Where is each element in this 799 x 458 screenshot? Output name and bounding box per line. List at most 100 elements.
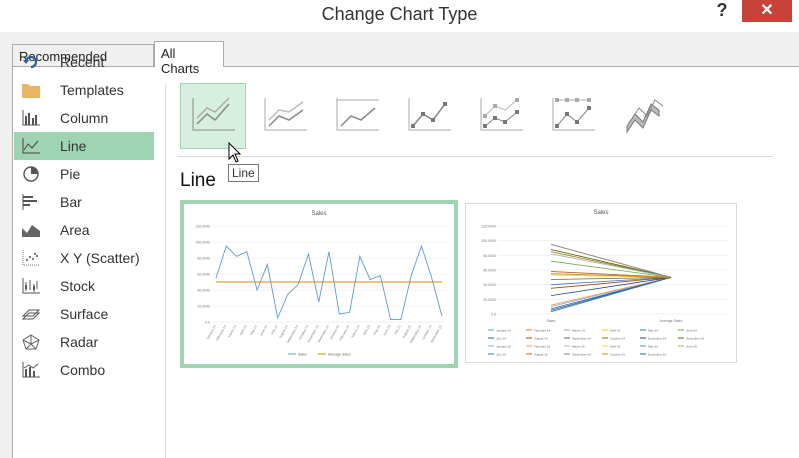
- category-column[interactable]: Column: [14, 104, 154, 132]
- pie-chart-icon: [22, 165, 40, 183]
- title-bar: Change Chart Type ? ✕: [0, 0, 799, 32]
- category-templates[interactable]: Templates: [14, 76, 154, 104]
- category-label: Recent: [60, 54, 105, 70]
- series-line: [550, 276, 672, 306]
- tab-all-charts[interactable]: All Charts: [154, 41, 224, 76]
- legend-label: April-14: [610, 328, 621, 332]
- series-line: [550, 243, 672, 278]
- tooltip: Line: [228, 164, 259, 182]
- series-line: [550, 249, 672, 278]
- category-label: Line: [60, 138, 87, 154]
- subtype-line[interactable]: [180, 83, 246, 149]
- close-button[interactable]: ✕: [742, 0, 792, 22]
- x-tick-label: June-14: [259, 324, 268, 336]
- dialog-title: Change Chart Type: [321, 4, 478, 24]
- category-label: Templates: [60, 82, 124, 98]
- y-tick-label: 120.0000: [195, 225, 210, 229]
- category-label: Column: [60, 110, 109, 126]
- category-label: Radar: [60, 334, 99, 350]
- x-tick-label: October-14: [298, 324, 310, 340]
- subtype-100-stacked-line[interactable]: [324, 83, 390, 149]
- category-scatter[interactable]: X Y (Scatter): [14, 244, 154, 272]
- x-tick-label: January-14: [205, 324, 217, 340]
- stacked-line-subtype-icon: [264, 98, 307, 131]
- legend-label: Average Sales: [328, 353, 351, 357]
- category-area[interactable]: Area: [14, 216, 154, 244]
- category-bar[interactable]: Bar: [14, 188, 154, 216]
- subtype-line-with-markers[interactable]: [396, 83, 462, 149]
- x-tick-label: June-15: [382, 324, 391, 336]
- 3d-line-subtype-icon: [626, 99, 664, 134]
- percent-stacked-line-subtype-icon: [336, 98, 379, 131]
- section-heading: Line: [180, 170, 216, 191]
- series-line: [550, 276, 672, 280]
- legend-label: February-15: [534, 344, 551, 348]
- legend-label: June-15: [686, 344, 697, 348]
- legend-label: April-15: [610, 344, 621, 348]
- y-tick-label: 60.0000: [483, 269, 496, 273]
- category-radar[interactable]: Radar: [14, 328, 154, 356]
- percent-stacked-line-markers-subtype-icon: [552, 98, 595, 131]
- radar-chart-icon: [22, 333, 40, 351]
- panel-divider: [165, 84, 166, 458]
- x-tick-label: May-15: [372, 324, 381, 335]
- category-combo[interactable]: Combo: [14, 356, 154, 384]
- chart-preview-1[interactable]: Sales 0.0 20.0000 40.0000 60.0000 80.0000 100.…: [180, 200, 458, 368]
- series-line: [550, 273, 672, 278]
- series-line: [550, 253, 672, 278]
- chart-preview-2[interactable]: Sales 0.0 20.0000 40.0000 60.0000 80.0000 100.…: [465, 203, 737, 363]
- legend-label: January-14: [496, 328, 511, 332]
- category-label: X Y (Scatter): [60, 250, 140, 266]
- chart-1-svg: Sales 0.0 20.0000 40.0000 60.0000 80.0000 100.…: [195, 211, 446, 357]
- scatter-chart-icon: [22, 249, 40, 267]
- x-tick-label: July-14: [270, 324, 279, 335]
- legend-label: May-15: [648, 344, 658, 348]
- legend-label: July-14: [496, 336, 506, 340]
- legend-label: August-15: [534, 352, 548, 356]
- category-pie[interactable]: Pie: [14, 160, 154, 188]
- subtype-divider: [178, 156, 773, 157]
- y-tick-label: 20.0000: [197, 305, 210, 309]
- subtype-stacked-line[interactable]: [252, 83, 318, 149]
- y-tick-label: 100.0000: [481, 239, 496, 243]
- category-label: Combo: [60, 362, 106, 378]
- x-tick-label: February-14: [215, 324, 227, 341]
- x-tick-label: March-14: [227, 324, 237, 338]
- chart-title: Sales: [593, 210, 608, 216]
- y-tick-label: 80.0000: [197, 257, 210, 261]
- x-tick-label: March-15: [350, 324, 360, 338]
- series-line: [550, 260, 672, 278]
- series-line: [550, 276, 672, 297]
- category-recent[interactable]: Recent: [14, 48, 154, 76]
- legend-label: October-15: [610, 352, 625, 356]
- series-line: [550, 276, 672, 289]
- x-tick-label: October-15: [421, 324, 433, 340]
- category-label: Stock: [60, 278, 96, 294]
- x-tick-label: Average Sales: [660, 319, 683, 323]
- y-tick-label: 100.0000: [195, 241, 210, 245]
- subtype-stacked-line-with-markers[interactable]: [468, 83, 534, 149]
- help-button[interactable]: ?: [716, 0, 728, 20]
- x-tick-label: August-14: [278, 324, 289, 339]
- category-stock[interactable]: Stock: [14, 272, 154, 300]
- line-subtype-icon: [192, 97, 235, 131]
- legend-label: Sales: [298, 353, 307, 357]
- subtype-100-stacked-line-with-markers[interactable]: [540, 83, 606, 149]
- y-tick-label: 60.0000: [197, 273, 210, 277]
- y-tick-label: 120.0000: [481, 225, 496, 229]
- chart-category-list: Recent Templates Column Line Pie Bar A: [14, 48, 154, 384]
- combo-chart-icon: [22, 361, 40, 379]
- bar-chart-icon: [22, 193, 40, 211]
- legend-label: November-15: [648, 352, 667, 356]
- category-line[interactable]: Line: [14, 132, 154, 160]
- x-tick-label: May-14: [249, 324, 258, 335]
- legend-label: March-14: [572, 328, 585, 332]
- legend-label: December-14: [686, 336, 705, 340]
- subtype-3d-line[interactable]: [612, 83, 678, 149]
- chart-title: Sales: [311, 211, 326, 217]
- series-line: [550, 276, 672, 286]
- legend-label: September-15: [572, 352, 591, 356]
- surface-chart-icon: [22, 305, 40, 323]
- category-surface[interactable]: Surface: [14, 300, 154, 328]
- category-label: Pie: [60, 166, 81, 182]
